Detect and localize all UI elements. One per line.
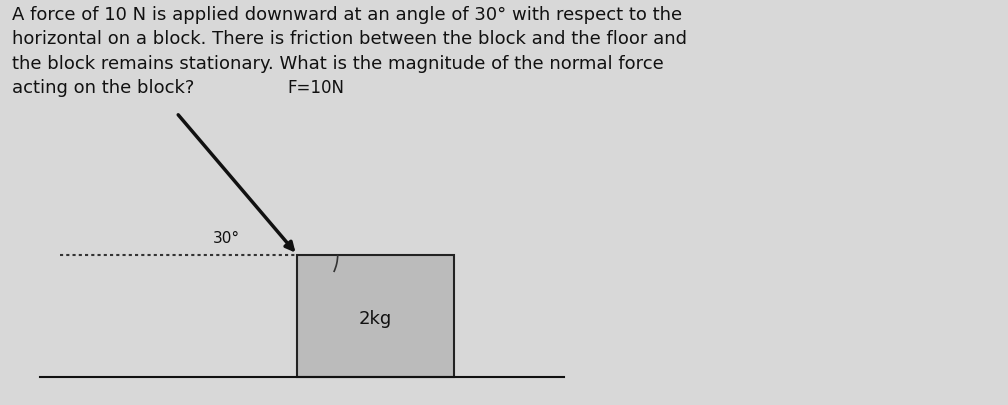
Text: F=10N: F=10N [287, 79, 345, 97]
Bar [297, 255, 454, 377]
Text: A force of 10 N is applied downward at an angle of 30° with respect to the
horiz: A force of 10 N is applied downward at a… [12, 6, 687, 97]
Text: 2kg: 2kg [359, 309, 391, 327]
Text: 30°: 30° [213, 230, 240, 245]
